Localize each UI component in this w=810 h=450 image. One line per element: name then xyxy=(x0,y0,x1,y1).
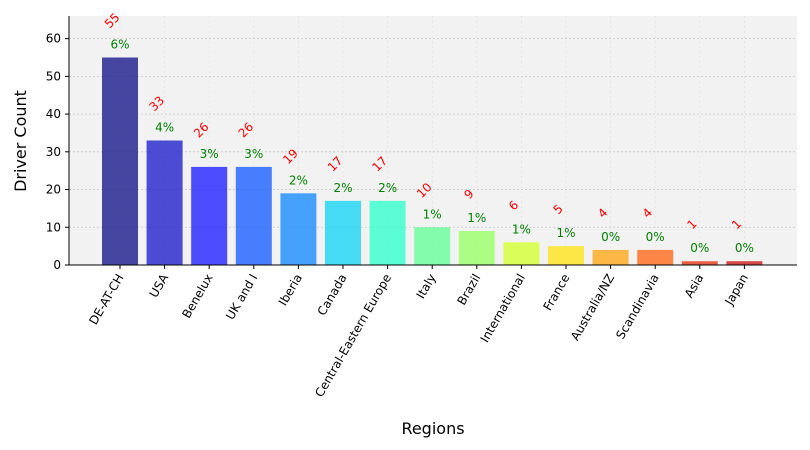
y-tick-label: 50 xyxy=(46,69,61,83)
percent-label: 2% xyxy=(289,173,308,187)
x-tick-label: Scandinavia xyxy=(613,272,662,342)
percent-label: 1% xyxy=(512,222,531,236)
x-tick-label: France xyxy=(541,272,573,314)
percent-label: 1% xyxy=(556,226,575,240)
x-axis-ticks: DE-AT-CH USA Benelux UK and I Iberia CanadaCe… xyxy=(86,265,751,399)
percent-label: 4% xyxy=(155,121,174,135)
y-axis-ticks: 0 10 20 30 40 50 60 xyxy=(46,32,69,272)
x-tick-label: International xyxy=(478,272,528,345)
x-tick-label: Asia xyxy=(682,272,707,301)
x-tick-label: Australia/NZ xyxy=(568,272,617,343)
bar xyxy=(102,57,138,265)
y-tick-label: 60 xyxy=(46,32,61,46)
x-tick-label: Benelux xyxy=(179,272,215,321)
x-tick-label: UK and I xyxy=(223,272,260,323)
bar xyxy=(235,166,272,265)
percent-label: 3% xyxy=(244,147,263,161)
percent-label: 1% xyxy=(467,211,486,225)
percent-label: 2% xyxy=(378,181,397,195)
x-axis-title: Regions xyxy=(401,419,464,438)
y-tick-label: 30 xyxy=(46,145,61,159)
percent-label: 1% xyxy=(423,207,442,221)
bars xyxy=(102,57,763,265)
x-tick-label: Central-Eastern Europe xyxy=(312,271,394,399)
x-tick-label: Japan xyxy=(722,272,751,309)
y-tick-label: 0 xyxy=(53,258,61,272)
x-tick-label: Iberia xyxy=(276,272,305,309)
bar xyxy=(681,261,718,265)
y-tick-label: 10 xyxy=(46,220,61,234)
bar xyxy=(325,200,361,265)
percent-label: 0% xyxy=(601,230,620,244)
percent-label: 2% xyxy=(333,181,352,195)
percent-label: 0% xyxy=(690,241,709,255)
bar xyxy=(637,249,674,265)
bar xyxy=(280,193,317,265)
bar xyxy=(592,249,629,265)
bar xyxy=(191,166,228,265)
percent-label: 0% xyxy=(735,241,754,255)
x-tick-label: Canada xyxy=(315,272,350,319)
bar xyxy=(548,246,584,265)
bar xyxy=(503,242,540,265)
percent-label: 0% xyxy=(646,230,665,244)
y-tick-label: 20 xyxy=(46,183,61,197)
percent-label: 6% xyxy=(110,38,129,52)
plot-background xyxy=(69,16,797,265)
y-tick-label: 40 xyxy=(46,107,61,121)
bar xyxy=(458,231,495,265)
bar xyxy=(146,140,183,265)
bar xyxy=(726,261,763,265)
percent-label: 3% xyxy=(200,147,219,161)
bar xyxy=(369,200,406,265)
x-tick-label: Italy xyxy=(414,272,439,302)
x-tick-label: Brazil xyxy=(455,272,484,308)
bar xyxy=(414,227,451,265)
y-axis-title: Driver Count xyxy=(11,90,30,192)
x-tick-label: DE-AT-CH xyxy=(86,272,126,328)
x-tick-label: USA xyxy=(147,271,172,300)
